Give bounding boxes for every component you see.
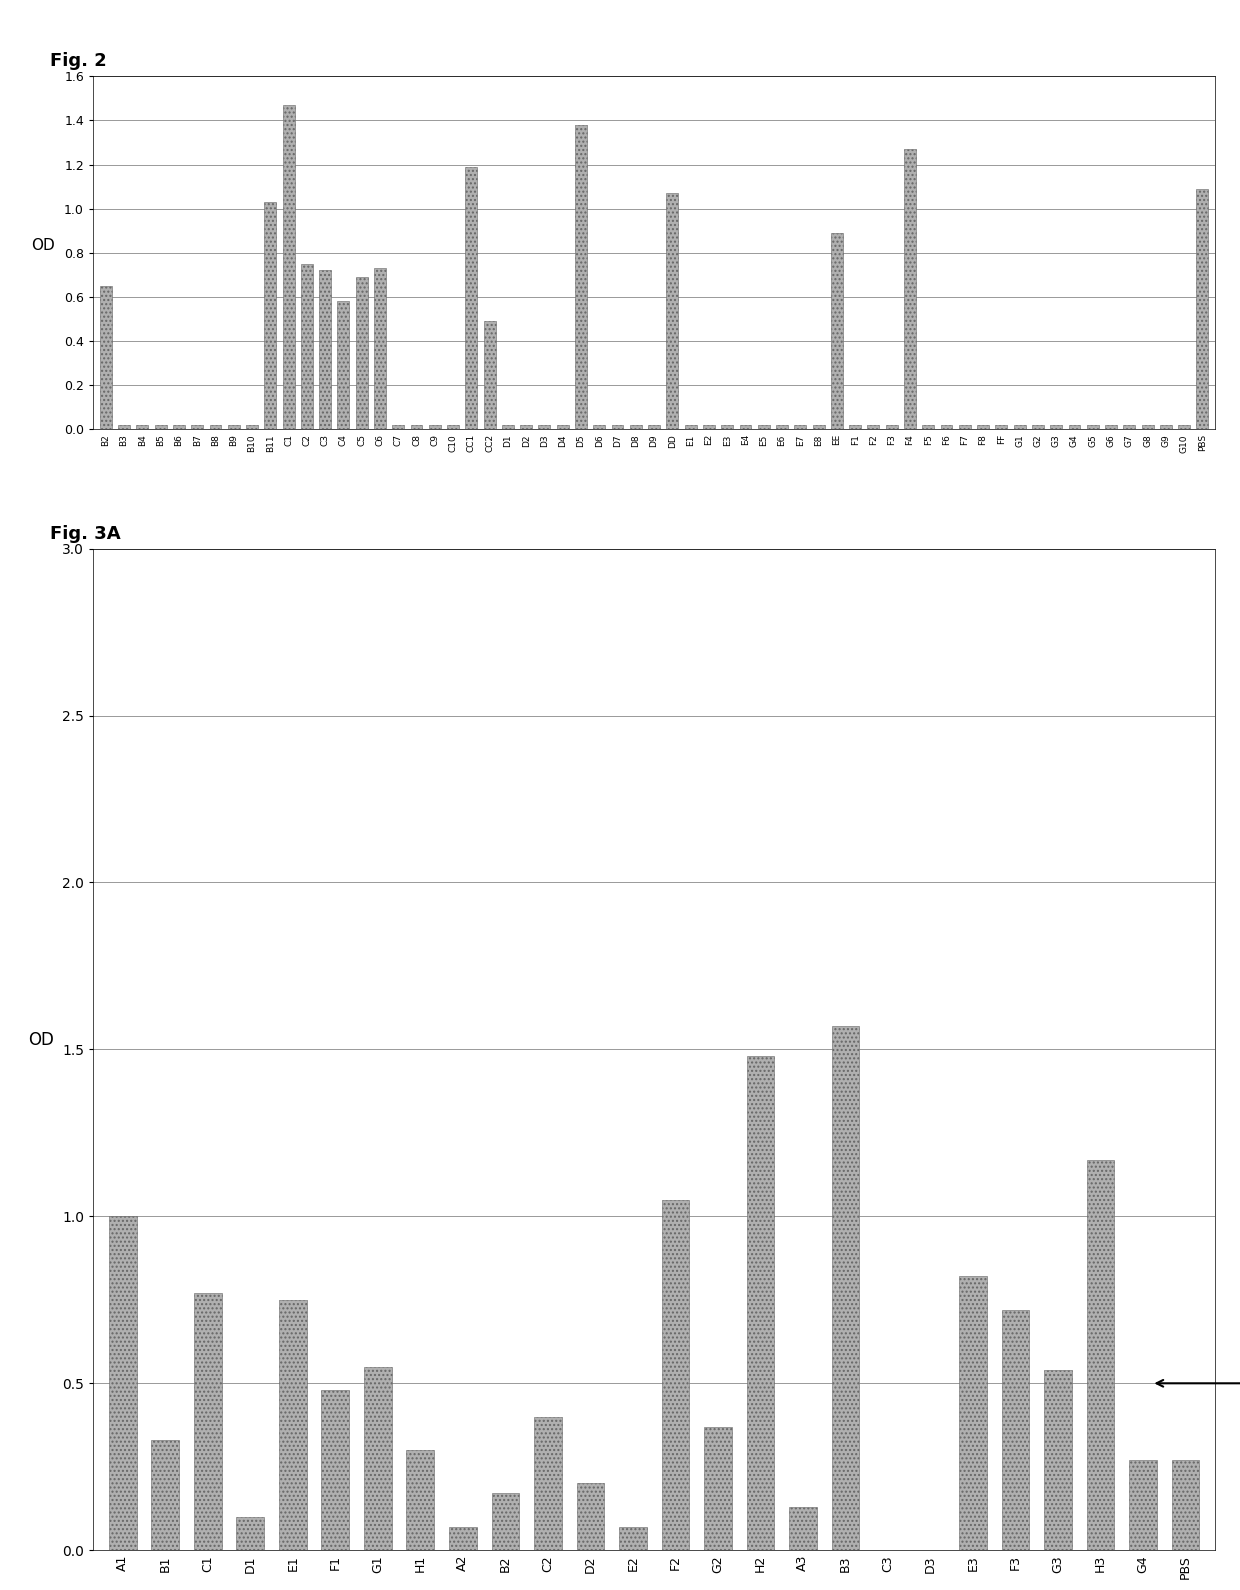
Bar xyxy=(1142,425,1153,429)
Bar xyxy=(703,425,715,429)
Bar xyxy=(1105,425,1117,429)
Bar xyxy=(789,1507,817,1550)
Bar xyxy=(502,425,513,429)
Bar xyxy=(758,425,770,429)
Bar xyxy=(1086,425,1099,429)
Text: Fig. 2: Fig. 2 xyxy=(50,52,107,70)
Bar xyxy=(237,1517,264,1550)
Bar xyxy=(365,1367,392,1550)
Y-axis label: OD: OD xyxy=(31,238,55,253)
Bar xyxy=(1013,425,1025,429)
Bar xyxy=(228,425,239,429)
Bar xyxy=(1044,1371,1071,1550)
Bar xyxy=(193,1293,222,1550)
Bar xyxy=(923,425,934,429)
Bar xyxy=(1123,425,1136,429)
Bar xyxy=(1159,425,1172,429)
Bar xyxy=(704,1426,732,1550)
Text: Fig. 3A: Fig. 3A xyxy=(50,525,120,542)
Bar xyxy=(410,425,423,429)
Bar xyxy=(136,425,149,429)
Bar xyxy=(722,425,733,429)
Bar xyxy=(155,425,166,429)
Bar xyxy=(283,105,295,429)
Bar xyxy=(885,425,898,429)
Bar xyxy=(172,425,185,429)
Bar xyxy=(831,234,843,429)
Bar xyxy=(739,425,751,429)
Bar xyxy=(374,269,386,429)
Bar xyxy=(557,425,569,429)
Bar xyxy=(109,1216,136,1550)
Bar xyxy=(593,425,605,429)
Bar xyxy=(611,425,624,429)
Bar xyxy=(996,425,1007,429)
Bar xyxy=(812,425,825,429)
Bar xyxy=(795,425,806,429)
Bar xyxy=(449,1526,476,1550)
Bar xyxy=(619,1526,647,1550)
Bar xyxy=(279,1301,306,1550)
Bar xyxy=(746,1056,774,1550)
Bar xyxy=(666,194,678,429)
Bar xyxy=(1130,1460,1157,1550)
Bar xyxy=(210,425,222,429)
Bar xyxy=(941,425,952,429)
Bar xyxy=(465,167,477,429)
Bar xyxy=(1172,1460,1199,1550)
Bar xyxy=(191,425,203,429)
Bar xyxy=(319,270,331,429)
Bar xyxy=(484,321,496,429)
Bar xyxy=(534,1417,562,1550)
Bar xyxy=(977,425,990,429)
Bar xyxy=(407,1450,434,1550)
Bar xyxy=(661,1200,689,1550)
Bar xyxy=(246,425,258,429)
Bar xyxy=(337,302,350,429)
Bar xyxy=(118,425,130,429)
Bar xyxy=(630,425,642,429)
Bar xyxy=(521,425,532,429)
Bar xyxy=(1178,425,1190,429)
Bar xyxy=(649,425,660,429)
Bar xyxy=(904,149,916,429)
Bar xyxy=(321,1390,350,1550)
Bar xyxy=(684,425,697,429)
Bar xyxy=(429,425,440,429)
Bar xyxy=(959,1277,987,1550)
Bar xyxy=(1050,425,1063,429)
Y-axis label: OD: OD xyxy=(29,1032,55,1049)
Bar xyxy=(538,425,551,429)
Bar xyxy=(491,1493,520,1550)
Bar xyxy=(577,1483,604,1550)
Bar xyxy=(849,425,861,429)
Bar xyxy=(301,264,312,429)
Bar xyxy=(1069,425,1080,429)
Bar xyxy=(448,425,459,429)
Bar xyxy=(575,126,587,429)
Bar xyxy=(1002,1310,1029,1550)
Bar xyxy=(1197,189,1208,429)
Bar xyxy=(776,425,787,429)
Bar xyxy=(264,202,277,429)
Bar xyxy=(959,425,971,429)
Bar xyxy=(832,1026,859,1550)
Bar xyxy=(1086,1159,1115,1550)
Bar xyxy=(868,425,879,429)
Bar xyxy=(100,286,112,429)
Bar xyxy=(356,277,367,429)
Bar xyxy=(392,425,404,429)
Bar xyxy=(151,1441,179,1550)
Bar xyxy=(1032,425,1044,429)
